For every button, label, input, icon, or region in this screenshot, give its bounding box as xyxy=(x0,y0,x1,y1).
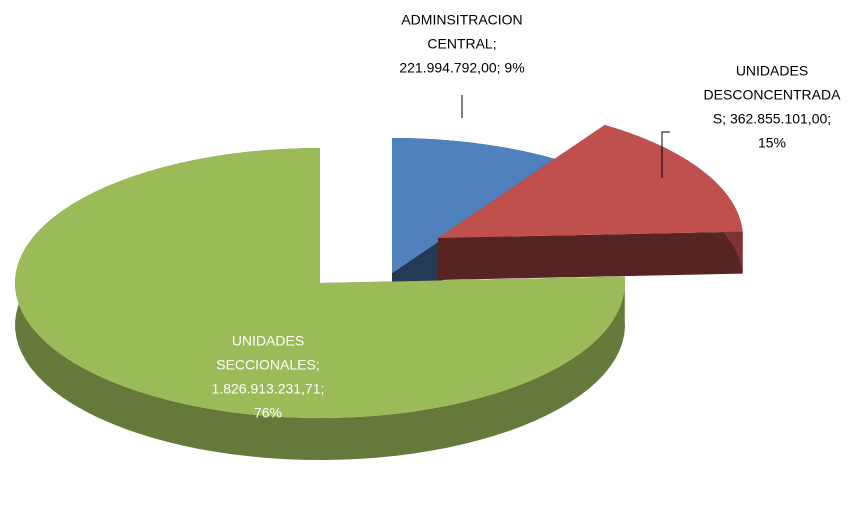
data-label: S; 362.855.101,00; xyxy=(713,111,831,127)
data-label: CENTRAL; xyxy=(427,36,496,52)
data-label: DESCONCENTRADA xyxy=(704,87,842,103)
slice xyxy=(392,138,559,273)
data-label: 15% xyxy=(758,135,786,151)
data-label: SECCIONALES; xyxy=(216,357,319,373)
data-label: UNIDADES xyxy=(736,63,808,79)
slice xyxy=(438,124,743,238)
data-label: ADMINSITRACION xyxy=(401,12,522,28)
data-label: 1.826.913.231,71; xyxy=(212,381,325,397)
slice-side xyxy=(438,231,743,280)
data-label: 76% xyxy=(254,405,282,421)
leader-line xyxy=(661,131,670,178)
data-label: UNIDADES xyxy=(232,333,304,349)
data-label: 221.994.792,00; 9% xyxy=(399,60,524,76)
slice xyxy=(15,148,625,418)
